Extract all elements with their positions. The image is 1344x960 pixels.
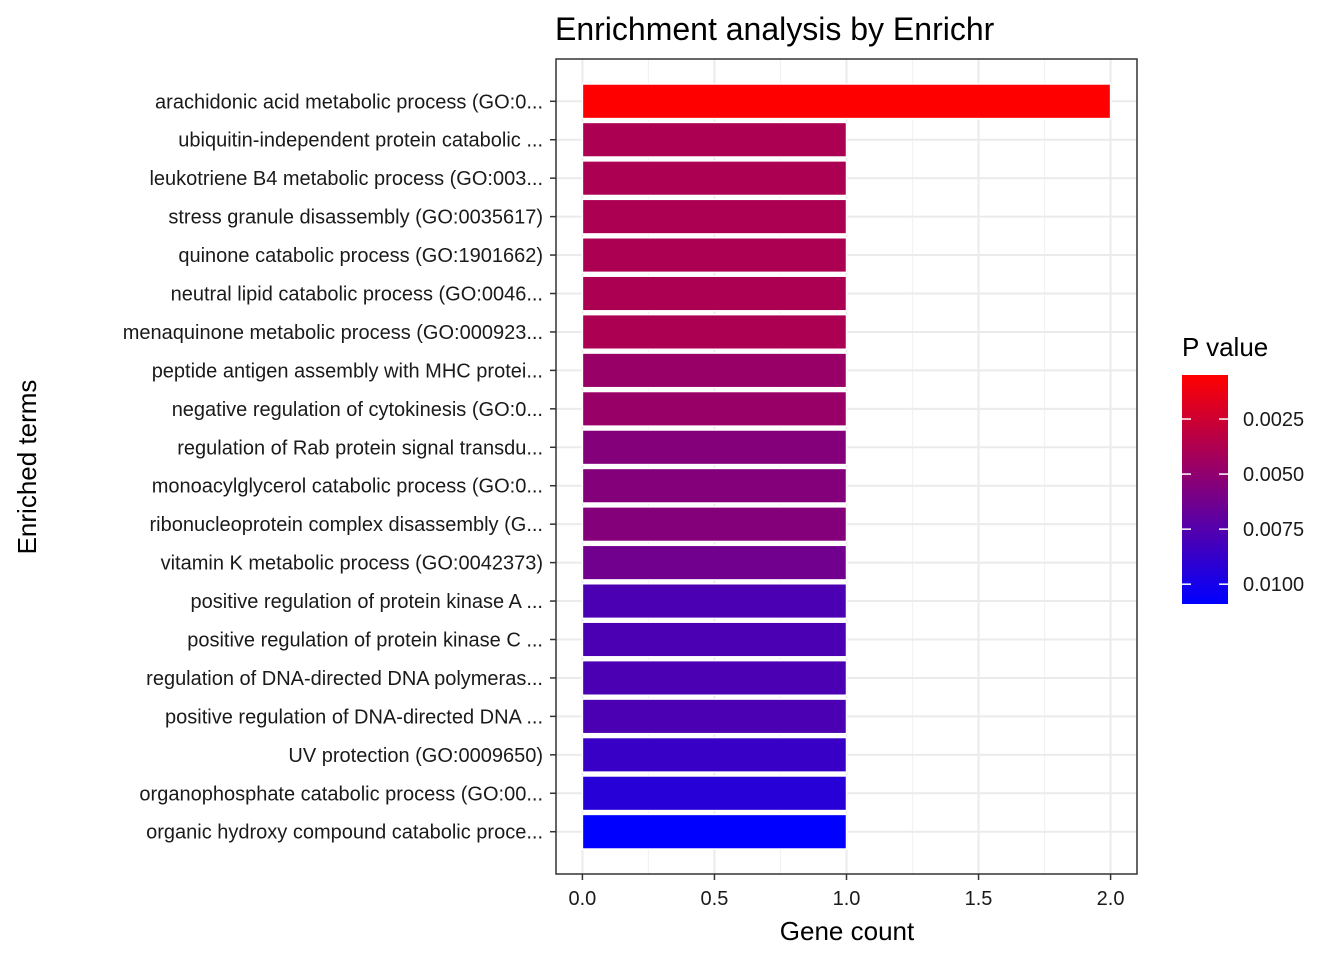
x-axis: 0.0 0.5 1.0 1.5 2.0 [569, 874, 1125, 910]
bar [581, 813, 848, 850]
y-tick-label: menaquinone metabolic process (GO:000923… [123, 322, 543, 344]
plot-panel [555, 58, 1138, 875]
p-value-legend: P value 0.0025 0.0050 0.0075 0.0100 [1182, 332, 1304, 604]
y-axis-title: Enriched terms [12, 380, 42, 555]
legend-tick-label: 0.0025 [1243, 409, 1304, 431]
y-tick-label: neutral lipid catabolic process (GO:0046… [171, 284, 543, 306]
bar [581, 429, 848, 466]
bar [581, 198, 848, 235]
y-tick-label: vitamin K metabolic process (GO:0042373) [161, 553, 543, 575]
y-tick-label: ribonucleoprotein complex disassembly (G… [149, 514, 543, 536]
y-tick-label: ubiquitin-independent protein catabolic … [178, 130, 543, 152]
bar [581, 352, 848, 389]
y-tick-label: positive regulation of protein kinase A … [191, 591, 543, 613]
bar [581, 621, 848, 658]
y-tick-label: monoacylglycerol catabolic process (GO:0… [152, 476, 543, 498]
bar [581, 544, 848, 581]
y-tick-label: quinone catabolic process (GO:1901662) [178, 245, 543, 267]
y-tick-label: stress granule disassembly (GO:0035617) [168, 207, 543, 229]
bars [581, 83, 1112, 850]
legend-colorbar [1182, 375, 1228, 604]
y-tick-label: regulation of Rab protein signal transdu… [177, 437, 543, 459]
bar [581, 121, 848, 158]
y-tick-label: UV protection (GO:0009650) [288, 745, 543, 767]
y-tick-label: negative regulation of cytokinesis (GO:0… [172, 399, 543, 421]
bar [581, 313, 848, 350]
x-tick-label: 0.5 [701, 888, 729, 910]
bar [581, 83, 1112, 120]
y-tick-label: leukotriene B4 metabolic process (GO:003… [149, 168, 543, 190]
y-tick-label: positive regulation of protein kinase C … [187, 629, 543, 651]
legend-ticks: 0.0025 0.0050 0.0075 0.0100 [1182, 409, 1304, 596]
y-tick-label: peptide antigen assembly with MHC protei… [152, 360, 543, 382]
bar [581, 160, 848, 197]
bar [581, 736, 848, 773]
x-tick-label: 2.0 [1097, 888, 1125, 910]
y-tick-label: regulation of DNA-directed DNA polymeras… [146, 668, 543, 690]
bar [581, 698, 848, 735]
x-axis-title: Gene count [780, 916, 915, 946]
bar [581, 467, 848, 504]
y-axis: arachidonic acid metabolic process (GO:0… [123, 91, 556, 844]
bar [581, 390, 848, 427]
x-tick-label: 1.0 [833, 888, 861, 910]
bar [581, 583, 848, 620]
x-tick-label: 1.5 [965, 888, 993, 910]
legend-title: P value [1182, 332, 1268, 362]
bar [581, 237, 848, 274]
legend-tick-label: 0.0050 [1243, 464, 1304, 486]
bar [581, 506, 848, 543]
y-tick-label: organic hydroxy compound catabolic proce… [146, 822, 543, 844]
y-tick-label: positive regulation of DNA-directed DNA … [165, 706, 543, 728]
x-tick-label: 0.0 [569, 888, 597, 910]
legend-tick-label: 0.0100 [1243, 574, 1304, 596]
y-tick-label: organophosphate catabolic process (GO:00… [139, 783, 543, 805]
chart-title: Enrichment analysis by Enrichr [555, 11, 995, 47]
bar [581, 775, 848, 812]
bar [581, 275, 848, 312]
bar [581, 659, 848, 696]
y-tick-label: arachidonic acid metabolic process (GO:0… [155, 91, 543, 113]
legend-tick-label: 0.0075 [1243, 519, 1304, 541]
